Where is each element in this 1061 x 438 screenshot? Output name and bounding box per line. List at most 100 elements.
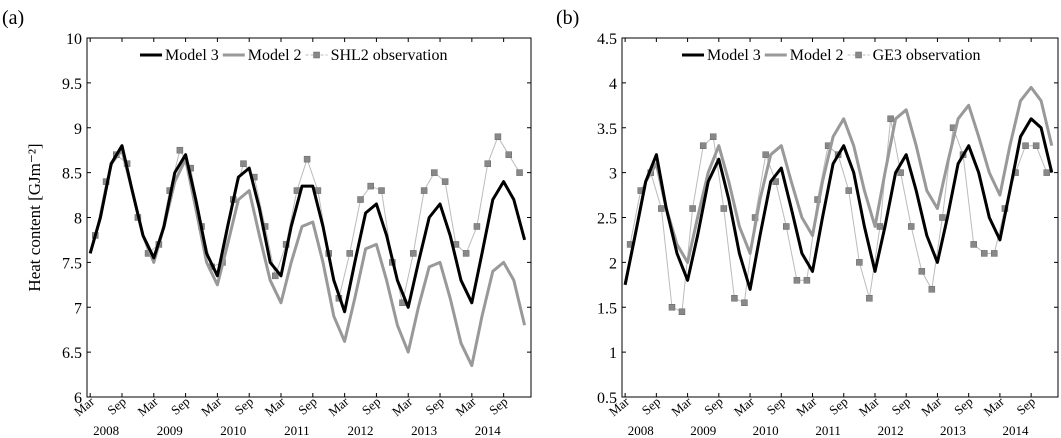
legend-label: Model 3 bbox=[165, 47, 219, 64]
observation-marker bbox=[689, 205, 696, 212]
observation-line bbox=[629, 118, 1048, 313]
panel-label: (b) bbox=[556, 7, 579, 29]
year-label: 2008 bbox=[628, 423, 654, 438]
observation-marker bbox=[1022, 142, 1029, 149]
year-label: 2011 bbox=[284, 423, 310, 438]
observation-marker bbox=[357, 196, 364, 203]
y-tick-label: 1 bbox=[609, 345, 617, 362]
y-tick-label: 9 bbox=[74, 121, 82, 138]
observation-marker bbox=[505, 151, 512, 158]
year-label: 2013 bbox=[411, 423, 437, 438]
plot-frame bbox=[86, 37, 532, 398]
year-label: 2010 bbox=[220, 423, 246, 438]
year-label: 2014 bbox=[1003, 423, 1030, 438]
legend-label: Model 2 bbox=[790, 47, 844, 64]
observation-marker bbox=[473, 223, 481, 230]
plot-area bbox=[623, 85, 1054, 315]
observation-marker bbox=[845, 187, 852, 194]
legend-swatch-marker bbox=[855, 51, 862, 59]
y-tick-label: 10 bbox=[66, 31, 82, 48]
y-tick-label: 4.5 bbox=[597, 31, 617, 48]
observation-marker bbox=[1032, 142, 1040, 149]
observation-marker bbox=[720, 205, 728, 212]
observation-marker bbox=[678, 308, 686, 315]
observation-marker bbox=[762, 151, 769, 158]
y-tick-label: 2 bbox=[609, 255, 617, 272]
y-tick-label: 0.5 bbox=[597, 390, 617, 407]
observation-marker bbox=[367, 182, 374, 190]
y-tick-label: 9.5 bbox=[62, 76, 82, 93]
observation-marker bbox=[803, 277, 811, 284]
observation-marker bbox=[731, 295, 738, 302]
observation-marker bbox=[856, 259, 863, 266]
observation-marker bbox=[176, 146, 184, 154]
observation-marker bbox=[272, 272, 279, 280]
observation-marker bbox=[918, 268, 926, 275]
model-line bbox=[623, 117, 1054, 291]
observation-marker bbox=[783, 223, 790, 230]
observation-marker bbox=[928, 286, 936, 293]
observation-marker bbox=[484, 160, 491, 167]
observation-marker bbox=[981, 250, 988, 257]
observation-marker bbox=[939, 214, 946, 221]
observation-marker bbox=[441, 178, 449, 185]
legend-label: SHL2 observation bbox=[331, 47, 448, 64]
y-tick-label: 3 bbox=[609, 166, 617, 183]
y-tick-label: 7 bbox=[74, 300, 82, 317]
y-tick-label: 1.5 bbox=[597, 300, 617, 317]
observation-marker bbox=[907, 223, 915, 230]
observation-marker bbox=[240, 160, 247, 167]
observation-marker bbox=[431, 169, 438, 176]
observation-marker bbox=[516, 169, 523, 176]
legend-label: Model 2 bbox=[248, 47, 302, 64]
observation-marker bbox=[303, 155, 311, 163]
observation-marker bbox=[346, 250, 353, 257]
observation-marker bbox=[494, 133, 502, 140]
year-label: 2009 bbox=[157, 423, 183, 438]
plot-frame bbox=[621, 37, 1059, 398]
year-label: 2012 bbox=[348, 423, 374, 438]
year-label: 2010 bbox=[753, 423, 779, 438]
observation-marker bbox=[410, 250, 417, 257]
legend-label: GE3 observation bbox=[873, 47, 981, 64]
y-tick-label: 6.5 bbox=[62, 345, 82, 362]
y-tick-label: 4 bbox=[609, 76, 617, 93]
year-label: 2009 bbox=[690, 423, 716, 438]
year-label: 2008 bbox=[93, 423, 119, 438]
observation-marker bbox=[876, 223, 884, 230]
observation-marker bbox=[970, 241, 977, 248]
observation-marker bbox=[378, 187, 385, 194]
observation-marker bbox=[793, 277, 801, 284]
y-tick-label: 2.5 bbox=[597, 211, 617, 228]
model-line bbox=[88, 144, 527, 314]
y-tick-label: 3.5 bbox=[597, 121, 617, 138]
y-tick-label: 6 bbox=[74, 390, 82, 407]
panel: (a) Heat content [GJm⁻²] 6 6.5 7 7.5 8 8.5 9 9.5 1… bbox=[2, 7, 532, 438]
observation-marker bbox=[709, 133, 717, 140]
year-label: 2011 bbox=[815, 423, 841, 438]
year-label: 2014 bbox=[475, 423, 502, 438]
observation-marker bbox=[887, 115, 894, 123]
y-tick-label: 8 bbox=[74, 211, 82, 228]
legend: Model 3 Model 2 SHL2 observation bbox=[140, 47, 447, 64]
model-line bbox=[623, 85, 1054, 286]
observation-marker bbox=[741, 299, 748, 307]
observation-marker bbox=[772, 178, 779, 185]
observation-marker bbox=[699, 142, 707, 149]
legend-label: Model 3 bbox=[707, 47, 761, 64]
panel-label: (a) bbox=[2, 7, 24, 29]
legend-swatch-marker bbox=[313, 51, 320, 59]
observation-marker bbox=[1043, 169, 1051, 176]
year-label: 2013 bbox=[940, 423, 966, 438]
legend: Model 3 Model 2 GE3 observation bbox=[682, 47, 981, 64]
observation-marker bbox=[420, 187, 428, 194]
y-axis-label: Heat content [GJm⁻²] bbox=[25, 143, 44, 291]
observation-marker bbox=[462, 250, 470, 257]
y-tick-label: 8.5 bbox=[62, 166, 82, 183]
observation-marker bbox=[866, 295, 873, 302]
year-label: 2012 bbox=[878, 423, 904, 438]
y-tick-label: 7.5 bbox=[62, 255, 82, 272]
observation-marker bbox=[658, 205, 665, 212]
